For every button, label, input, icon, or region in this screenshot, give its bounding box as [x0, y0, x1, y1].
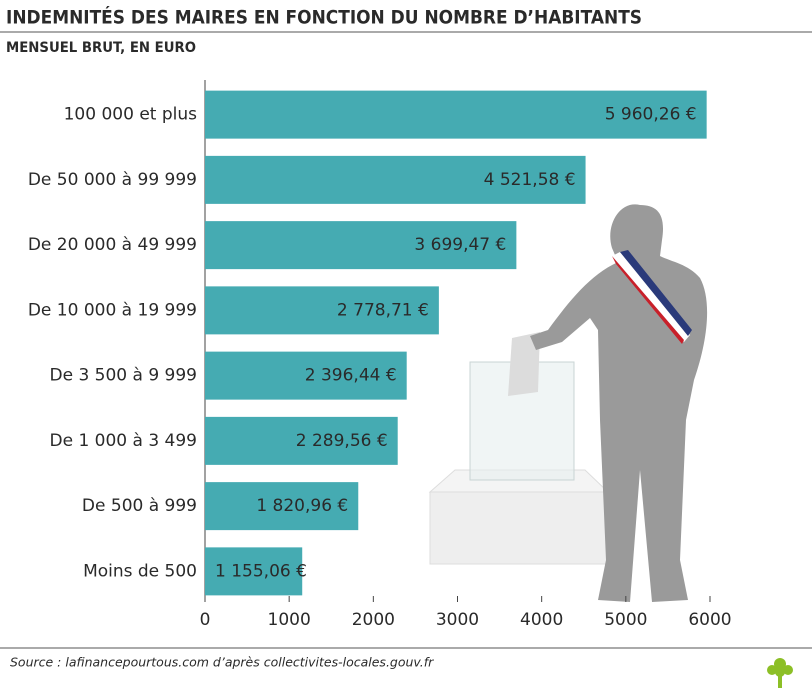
y-tick-label: De 500 à 999 [82, 496, 197, 516]
value-label: 2 778,71 € [337, 300, 429, 320]
y-tick-label: Moins de 500 [83, 561, 197, 581]
bar [205, 90, 707, 139]
value-label: 2 289,56 € [296, 431, 388, 451]
bar [205, 155, 586, 204]
y-tick-label: De 1 000 à 3 499 [49, 431, 197, 451]
value-label: 5 960,26 € [605, 105, 697, 125]
bar [205, 221, 517, 270]
y-tick-label: De 10 000 à 19 999 [28, 300, 197, 320]
logo [767, 658, 793, 688]
y-tick-label: De 3 500 à 9 999 [49, 366, 197, 386]
value-label: 4 521,58 € [484, 170, 576, 190]
chart-subtitle: MENSUEL BRUT, EN EURO [6, 40, 196, 56]
bar [205, 286, 439, 335]
y-tick-label: De 20 000 à 49 999 [28, 235, 197, 255]
x-tick-label: 1000 [268, 610, 311, 630]
bar [205, 547, 303, 596]
value-label: 1 820,96 € [256, 496, 348, 516]
value-label: 2 396,44 € [305, 366, 397, 386]
bar [205, 482, 359, 531]
chart-title: INDEMNITÉS DES MAIRES EN FONCTION DU NOM… [6, 6, 642, 29]
x-tick-label: 3000 [436, 610, 479, 630]
value-label: 3 699,47 € [414, 235, 506, 255]
x-tick-label: 6000 [688, 610, 731, 630]
x-tick-label: 5000 [604, 610, 647, 630]
illustration [428, 204, 708, 603]
source: Source : lafinancepourtous.com d’après c… [10, 655, 434, 670]
x-tick-label: 2000 [352, 610, 395, 630]
y-tick-label: De 50 000 à 99 999 [28, 170, 197, 190]
x-tick-label: 4000 [520, 610, 563, 630]
value-label: 1 155,06 € [215, 561, 307, 581]
y-tick-label: 100 000 et plus [64, 105, 198, 125]
bar [205, 416, 398, 465]
bar [205, 351, 407, 400]
x-tick-label: 0 [200, 610, 211, 630]
